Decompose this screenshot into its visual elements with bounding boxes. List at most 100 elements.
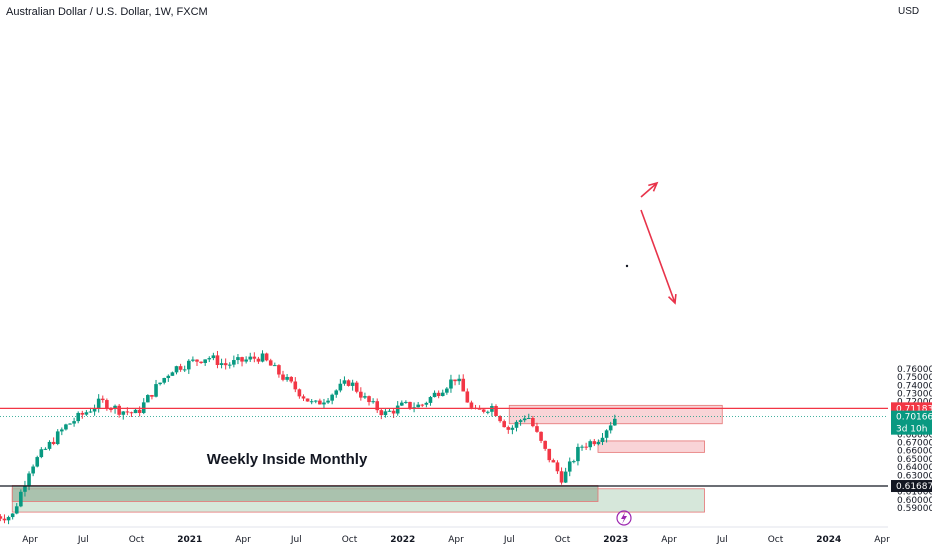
candle-body: [346, 380, 351, 386]
candle-body: [223, 363, 228, 366]
candle-body: [543, 440, 547, 449]
candle-body: [330, 394, 334, 401]
candle-body: [186, 360, 191, 370]
candle-body: [35, 457, 40, 467]
candle-body: [215, 355, 220, 365]
candle-body: [572, 461, 576, 463]
candle-body: [297, 389, 302, 397]
inside-zone-label: Weekly Inside Monthly: [207, 451, 368, 468]
y-tick-label: 0.61000: [897, 488, 932, 498]
candle-body: [219, 363, 224, 365]
candle-body: [137, 409, 142, 413]
x-tick-label: Oct: [768, 535, 784, 545]
levels-layer: [0, 407, 888, 487]
candle-body: [6, 517, 11, 521]
candle-body: [96, 398, 101, 409]
candle-body: [55, 431, 60, 445]
candle-body: [608, 425, 613, 431]
candle-body: [264, 353, 269, 361]
candle-body: [461, 378, 466, 392]
x-tick-label: 2024: [816, 535, 841, 545]
currency-label: USD: [898, 6, 920, 17]
candle-body: [31, 466, 35, 474]
candle-body: [305, 398, 310, 402]
candle-body: [502, 421, 506, 428]
candle-body: [555, 462, 560, 472]
candle-body: [383, 411, 388, 416]
candle-body: [531, 417, 535, 427]
candle-body: [342, 380, 347, 384]
candle-body: [436, 392, 441, 397]
candle-body: [293, 381, 298, 390]
candle-body: [146, 395, 150, 403]
candle-body: [596, 441, 601, 445]
y-tick-label: 0.68000: [897, 430, 932, 440]
y-tick-label: 0.73000: [897, 389, 932, 399]
x-tick-label: Oct: [129, 535, 145, 545]
x-tick-label: Apr: [661, 535, 677, 545]
x-tick-label: Jul: [716, 535, 728, 545]
candle-body: [191, 359, 195, 361]
candle-body: [526, 417, 531, 419]
candle-body: [43, 448, 48, 450]
candle-body: [51, 441, 56, 445]
current-price-badge-text: 0.70166: [896, 413, 932, 423]
resistance-price-badge-text: 0.71183: [896, 404, 932, 414]
candle-body: [14, 506, 19, 514]
candle-body: [72, 421, 76, 424]
lightning-icon[interactable]: [616, 510, 632, 526]
candle-body: [445, 388, 449, 393]
candle-body: [367, 396, 371, 403]
candle-body: [39, 449, 44, 458]
candle-body: [359, 391, 363, 398]
up-projection-arrow[interactable]: [640, 182, 658, 198]
candle-body: [424, 402, 429, 405]
candle-body: [600, 437, 605, 442]
candle-body: [150, 395, 154, 397]
down-projection-arrow[interactable]: [640, 209, 676, 304]
candle-body: [449, 379, 453, 389]
y-tick-label: 0.64000: [897, 463, 932, 473]
candle-body: [428, 397, 433, 403]
candle-body: [227, 364, 232, 366]
inside-monthly-zone[interactable]: [11, 485, 599, 502]
x-tick-label: Apr: [874, 535, 890, 545]
candle-body: [506, 427, 511, 430]
candle-body: [244, 359, 248, 362]
x-tick-label: Jul: [503, 535, 515, 545]
candle-body: [154, 384, 158, 397]
candle-body: [588, 441, 593, 448]
candle-body: [182, 369, 187, 371]
candle-body: [170, 372, 175, 376]
candle-body: [113, 405, 117, 410]
candle-body: [604, 430, 609, 438]
x-axis: Apr Jul Oct 2021 Apr Jul Oct 2022 Apr Jul Oct 2023 A…: [0, 526, 890, 545]
down-projection-arrow-head: [667, 293, 677, 305]
candle-body: [379, 410, 384, 416]
candle-body: [498, 416, 502, 422]
candle-body: [256, 358, 261, 362]
support-price-badge: [891, 480, 932, 493]
x-tick-label: Jul: [77, 535, 89, 545]
y-tick-label: 0.75000: [897, 373, 932, 383]
candle-body: [469, 402, 474, 408]
candle-body: [240, 357, 244, 362]
candle-body: [576, 446, 580, 462]
marker-dot: [625, 264, 629, 268]
candle-body: [68, 423, 72, 425]
zones-layer: [11, 404, 723, 513]
candle-body: [559, 471, 564, 483]
candle-body: [440, 392, 445, 397]
candle-body: [232, 360, 236, 365]
target-zone[interactable]: [597, 440, 705, 453]
candle-body: [486, 411, 490, 413]
candle-body: [371, 401, 375, 403]
candle-body: [416, 404, 420, 408]
candle-body: [109, 409, 113, 411]
candle-body: [457, 378, 461, 382]
y-tick-label: 0.74000: [897, 381, 932, 391]
candle-body: [277, 365, 281, 375]
candle-body: [285, 376, 289, 380]
candle-body: [121, 411, 126, 415]
